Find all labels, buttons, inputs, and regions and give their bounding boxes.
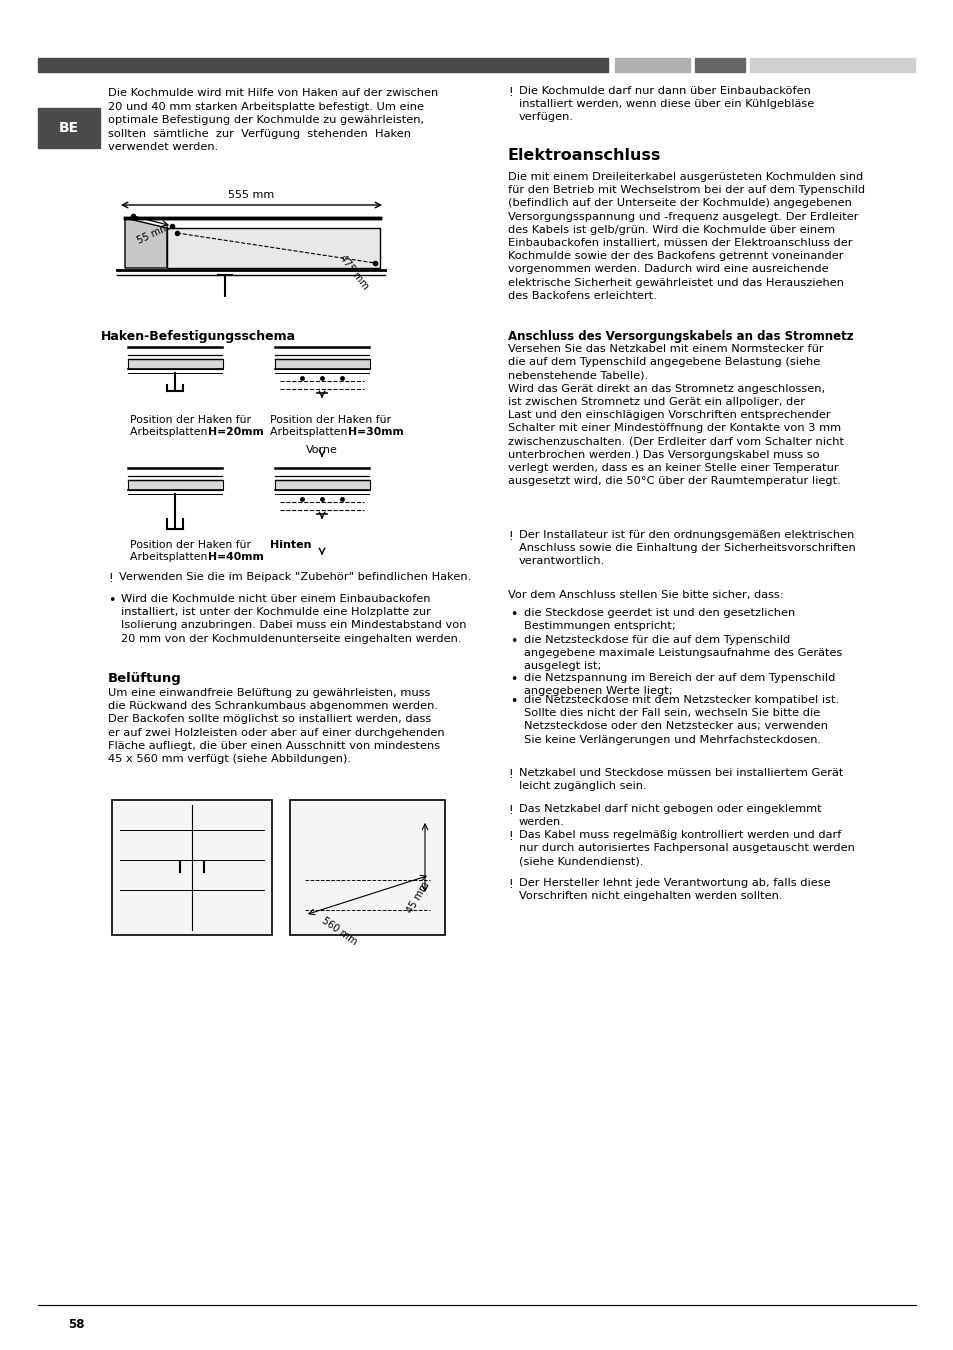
Text: Die mit einem Dreileiterkabel ausgerüsteten Kochmulden sind
für den Betrieb mit : Die mit einem Dreileiterkabel ausgerüste… xyxy=(507,171,864,301)
Text: Arbeitsplatten: Arbeitsplatten xyxy=(130,552,211,562)
Text: Position der Haken für: Position der Haken für xyxy=(270,414,391,425)
Text: Der Installateur ist für den ordnungsgemäßen elektrischen
Anschluss sowie die Ei: Der Installateur ist für den ordnungsgem… xyxy=(518,531,855,567)
Text: !: ! xyxy=(507,86,512,99)
Text: 560 mm: 560 mm xyxy=(319,915,358,946)
Text: Position der Haken für: Position der Haken für xyxy=(130,540,251,549)
Bar xyxy=(38,108,100,148)
Bar xyxy=(695,58,744,72)
Text: Versehen Sie das Netzkabel mit einem Normstecker für
die auf dem Typenschild ang: Versehen Sie das Netzkabel mit einem Nor… xyxy=(507,344,843,486)
Bar xyxy=(112,801,272,936)
Text: Netzkabel und Steckdose müssen bei installiertem Gerät
leicht zugänglich sein.: Netzkabel und Steckdose müssen bei insta… xyxy=(518,768,842,791)
Text: Belüftung: Belüftung xyxy=(108,672,182,684)
Text: Der Hersteller lehnt jede Verantwortung ab, falls diese
Vorschriften nicht einge: Der Hersteller lehnt jede Verantwortung … xyxy=(518,878,830,902)
Text: H=30mm: H=30mm xyxy=(348,427,403,437)
Text: !: ! xyxy=(507,830,512,842)
Polygon shape xyxy=(125,217,167,269)
Text: Wird die Kochmulde nicht über einem Einbaubackofen
installiert, ist unter der Ko: Wird die Kochmulde nicht über einem Einb… xyxy=(121,594,466,644)
Bar xyxy=(290,801,444,936)
Text: !: ! xyxy=(108,572,112,585)
Polygon shape xyxy=(167,228,379,269)
Text: H=20mm: H=20mm xyxy=(208,427,263,437)
Text: Hinten: Hinten xyxy=(270,540,312,549)
Bar xyxy=(274,481,370,490)
Text: !: ! xyxy=(507,768,512,782)
Text: Arbeitsplatten: Arbeitsplatten xyxy=(130,427,211,437)
Text: •: • xyxy=(510,634,517,648)
Text: die Netzsteckdose für die auf dem Typenschild
angegebene maximale Leistungsaufna: die Netzsteckdose für die auf dem Typens… xyxy=(523,634,841,671)
Text: Die Kochmulde darf nur dann über Einbaubacköfen
installiert werden, wenn diese ü: Die Kochmulde darf nur dann über Einbaub… xyxy=(518,86,814,123)
Text: BE: BE xyxy=(59,122,79,135)
Bar xyxy=(38,58,607,72)
Text: Anschluss des Versorgungskabels an das Stromnetz: Anschluss des Versorgungskabels an das S… xyxy=(507,329,853,343)
Text: die Netzsteckdose mit dem Netzstecker kompatibel ist.
Sollte dies nicht der Fall: die Netzsteckdose mit dem Netzstecker ko… xyxy=(523,695,839,745)
Text: !: ! xyxy=(507,531,512,543)
Text: Haken-Befestigungsschema: Haken-Befestigungsschema xyxy=(100,329,295,343)
Bar xyxy=(615,58,689,72)
Text: •: • xyxy=(108,594,115,608)
Text: Um eine einwandfreie Belüftung zu gewährleisten, muss
die Rückwand des Schrankum: Um eine einwandfreie Belüftung zu gewähr… xyxy=(108,688,444,764)
Text: Die Kochmulde wird mit Hilfe von Haken auf der zwischen
20 und 40 mm starken Arb: Die Kochmulde wird mit Hilfe von Haken a… xyxy=(108,88,437,153)
Text: Arbeitsplatten: Arbeitsplatten xyxy=(270,427,351,437)
Bar xyxy=(128,481,223,490)
Text: die Steckdose geerdet ist und den gesetzlichen
Bestimmungen entspricht;: die Steckdose geerdet ist und den gesetz… xyxy=(523,608,795,632)
Text: !: ! xyxy=(507,805,512,817)
Bar xyxy=(128,359,223,369)
Text: Vor dem Anschluss stellen Sie bitte sicher, dass:: Vor dem Anschluss stellen Sie bitte sich… xyxy=(507,590,783,599)
Text: 55 mm: 55 mm xyxy=(136,221,172,246)
Text: Verwenden Sie die im Beipack "Zubehör" befindlichen Haken.: Verwenden Sie die im Beipack "Zubehör" b… xyxy=(119,572,471,582)
Text: !: ! xyxy=(507,878,512,891)
Text: •: • xyxy=(510,608,517,621)
Text: Position der Haken für: Position der Haken für xyxy=(130,414,251,425)
Text: 58: 58 xyxy=(68,1318,85,1331)
Text: Das Kabel muss regelmäßig kontrolliert werden und darf
nur durch autorisiertes F: Das Kabel muss regelmäßig kontrolliert w… xyxy=(518,830,854,867)
Bar xyxy=(274,359,370,369)
Text: Elektroanschluss: Elektroanschluss xyxy=(507,148,660,163)
Text: •: • xyxy=(510,674,517,686)
Bar xyxy=(749,58,914,72)
Text: die Netzspannung im Bereich der auf dem Typenschild
angegebenen Werte liegt;: die Netzspannung im Bereich der auf dem … xyxy=(523,674,835,697)
Text: Das Netzkabel darf nicht gebogen oder eingeklemmt
werden.: Das Netzkabel darf nicht gebogen oder ei… xyxy=(518,805,821,828)
Text: 555 mm: 555 mm xyxy=(228,190,274,200)
Text: •: • xyxy=(510,695,517,707)
Text: H=40mm: H=40mm xyxy=(208,552,263,562)
Text: 475 mm: 475 mm xyxy=(336,252,370,292)
Text: 45 mm: 45 mm xyxy=(405,880,431,915)
Text: Vorne: Vorne xyxy=(306,446,337,455)
